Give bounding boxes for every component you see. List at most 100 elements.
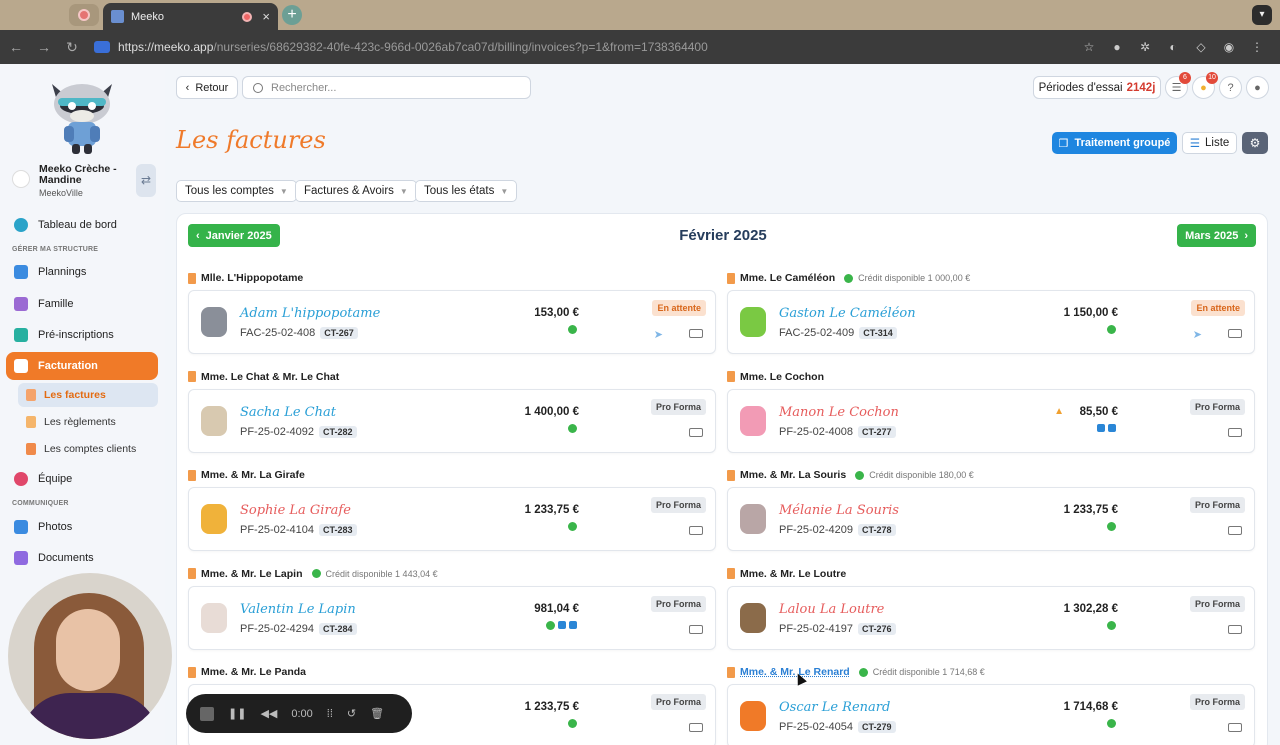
search-input[interactable]: Rechercher... — [242, 76, 531, 99]
extension-icon[interactable]: ● — [1110, 40, 1124, 54]
child-name[interactable]: Lalou La Loutre — [779, 602, 884, 617]
send-icon[interactable]: ➤ — [654, 328, 663, 341]
trial-periods-button[interactable]: Périodes d'essai 2142j — [1033, 76, 1161, 99]
reload-icon[interactable]: ↻ — [60, 39, 84, 56]
child-name[interactable]: Sophie La Girafe — [240, 503, 351, 518]
child-name[interactable]: Mélanie La Souris — [779, 503, 899, 518]
edit-icon[interactable] — [689, 625, 703, 634]
edit-icon[interactable] — [689, 723, 703, 732]
family-name[interactable]: Mme. & Mr. La Souris — [740, 469, 846, 481]
invoice-card[interactable]: Lalou La Loutre PF-25-02-4197 CT-276 1 302,… — [727, 586, 1255, 650]
invoice-card[interactable]: Sacha Le Chat PF-25-02-4092 CT-282 1 400,00… — [188, 389, 716, 453]
sidebar-item-label: Plannings — [38, 266, 86, 278]
family-name[interactable]: Mme. Le Chat & Mr. Le Chat — [201, 371, 339, 383]
grid-icon[interactable]: ⁞⁞ — [327, 708, 333, 720]
sidebar-item-famille[interactable]: Famille — [6, 290, 158, 318]
extension-c-icon[interactable]: ◐ — [1166, 40, 1180, 54]
contract-tag: CT-279 — [858, 721, 896, 733]
address-bar[interactable]: https://meeko.app/nurseries/68629382-40f… — [94, 40, 1082, 54]
invoice-card[interactable]: Mélanie La Souris PF-25-02-4209 CT-278 1 23… — [727, 487, 1255, 551]
back-button[interactable]: ‹ Retour — [176, 76, 238, 99]
new-tab-button[interactable]: + — [282, 5, 302, 25]
invoice-card[interactable]: Valentin Le Lapin PF-25-02-4294 CT-284 981,… — [188, 586, 716, 650]
sidebar-item-dashboard[interactable]: Tableau de bord — [6, 211, 158, 239]
family-name[interactable]: Mme. Le Cochon — [740, 371, 824, 383]
edit-icon[interactable] — [1228, 625, 1242, 634]
switch-organization-icon[interactable]: ⇄ — [136, 164, 156, 197]
pause-icon[interactable]: ❚❚ — [228, 707, 246, 720]
tab-menu-button[interactable]: ▾ — [1252, 5, 1272, 25]
family-name[interactable]: Mlle. L'Hippopotame — [201, 272, 303, 284]
puzzle-icon[interactable]: ◇ — [1194, 40, 1208, 54]
invoice-reference: PF-25-02-4092 CT-282 — [240, 426, 357, 438]
invoice-card[interactable]: Adam L'hippopotame FAC-25-02-408 CT-267 153… — [188, 290, 716, 354]
rewind-icon[interactable]: ◀◀ — [260, 707, 277, 720]
profile-avatar-icon[interactable]: ◉ — [1222, 40, 1236, 54]
child-name[interactable]: Oscar Le Renard — [779, 700, 890, 715]
invoice-card[interactable]: Gaston Le Caméléon FAC-25-02-409 CT-314 1 1… — [727, 290, 1255, 354]
group-processing-button[interactable]: ❐ Traitement groupé — [1052, 132, 1177, 154]
invoice-card[interactable]: Oscar Le Renard PF-25-02-4054 CT-279 1 714,… — [727, 684, 1255, 745]
settings-button[interactable]: ⚙ — [1242, 132, 1268, 154]
edit-icon[interactable] — [1228, 526, 1242, 535]
family-name[interactable]: Mme. & Mr. Le Loutre — [740, 568, 846, 580]
forward-arrow-icon[interactable]: → — [32, 39, 56, 55]
family-invoice-group: Mme. & Mr. Le Loutre Lalou La Loutre PF-25… — [727, 566, 1255, 662]
filter-accounts-value: Tous les comptes — [185, 185, 274, 197]
restart-icon[interactable]: ↺ — [347, 707, 356, 720]
back-arrow-icon[interactable]: ← — [4, 39, 28, 55]
extension-gear-icon[interactable]: ✲ — [1138, 40, 1152, 54]
sidebar-item-preinscriptions[interactable]: Pré-inscriptions — [6, 321, 158, 349]
filter-states[interactable]: Tous les états ▼ — [415, 180, 517, 202]
edit-icon[interactable] — [689, 428, 703, 437]
child-name[interactable]: Sacha Le Chat — [240, 405, 336, 420]
status-badge: En attente — [1191, 300, 1245, 316]
family-name[interactable]: Mme. & Mr. Le Lapin — [201, 568, 303, 580]
invoice-reference: PF-25-02-4104 CT-283 — [240, 524, 357, 536]
sidebar-item-les-reglements[interactable]: Les règlements — [18, 410, 158, 434]
pinned-tab[interactable] — [69, 4, 99, 26]
family-name[interactable]: Mme. Le Caméléon — [740, 272, 835, 284]
sidebar-item-facturation[interactable]: Facturation — [6, 352, 158, 380]
child-avatar — [740, 603, 766, 633]
notifications-button[interactable]: ● 10 — [1192, 76, 1215, 99]
child-name[interactable]: Valentin Le Lapin — [240, 602, 356, 617]
family-name[interactable]: Mme. & Mr. La Girafe — [201, 469, 305, 481]
trash-icon[interactable]: 🗑 — [370, 707, 384, 720]
browser-tab[interactable]: Meeko × — [103, 3, 278, 30]
bank-icon — [569, 621, 577, 629]
edit-icon[interactable] — [1228, 723, 1242, 732]
next-month-button[interactable]: Mars 2025 › — [1177, 224, 1256, 247]
bookmark-star-icon[interactable]: ☆ — [1082, 40, 1096, 54]
edit-icon[interactable] — [1228, 428, 1242, 437]
browser-menu-icon[interactable]: ⋮ — [1250, 40, 1264, 54]
invoice-reference: PF-25-02-4197 CT-276 — [779, 623, 896, 635]
invoice-card[interactable]: Sophie La Girafe PF-25-02-4104 CT-283 1 233… — [188, 487, 716, 551]
invoice-status-icons — [1107, 719, 1116, 728]
edit-icon[interactable] — [689, 329, 703, 338]
sidebar-item-photos[interactable]: Photos — [6, 513, 158, 541]
invoice-card[interactable]: Manon Le Cochon PF-25-02-4008 CT-277 ▲ 85,50… — [727, 389, 1255, 453]
sidebar-item-les-comptes-clients[interactable]: Les comptes clients — [18, 437, 158, 461]
edit-icon[interactable] — [689, 526, 703, 535]
edit-icon[interactable] — [1228, 329, 1242, 338]
sidebar-item-equipe[interactable]: Équipe — [6, 465, 158, 493]
family-name[interactable]: Mme. & Mr. Le Panda — [201, 666, 306, 678]
list-view-button[interactable]: ☰ Liste — [1182, 132, 1237, 154]
filter-accounts[interactable]: Tous les comptes ▼ — [176, 180, 297, 202]
tasks-button[interactable]: ☰ 6 — [1165, 76, 1188, 99]
sidebar-item-documents[interactable]: Documents — [6, 544, 158, 572]
sidebar-item-les-factures[interactable]: Les factures — [18, 383, 158, 407]
contract-tag: CT-277 — [858, 426, 896, 438]
child-name[interactable]: Gaston Le Caméléon — [779, 306, 916, 321]
filter-type[interactable]: Factures & Avoirs ▼ — [295, 180, 417, 202]
child-name[interactable]: Adam L'hippopotame — [240, 306, 380, 321]
user-menu-button[interactable]: ● — [1246, 76, 1269, 99]
filter-states-value: Tous les états — [424, 185, 494, 197]
close-tab-icon[interactable]: × — [262, 9, 270, 24]
send-icon[interactable]: ➤ — [1193, 328, 1202, 341]
child-name[interactable]: Manon Le Cochon — [779, 405, 899, 420]
sidebar-item-plannings[interactable]: Plannings — [6, 258, 158, 286]
stop-icon[interactable] — [200, 707, 214, 721]
help-button[interactable]: ? — [1219, 76, 1242, 99]
